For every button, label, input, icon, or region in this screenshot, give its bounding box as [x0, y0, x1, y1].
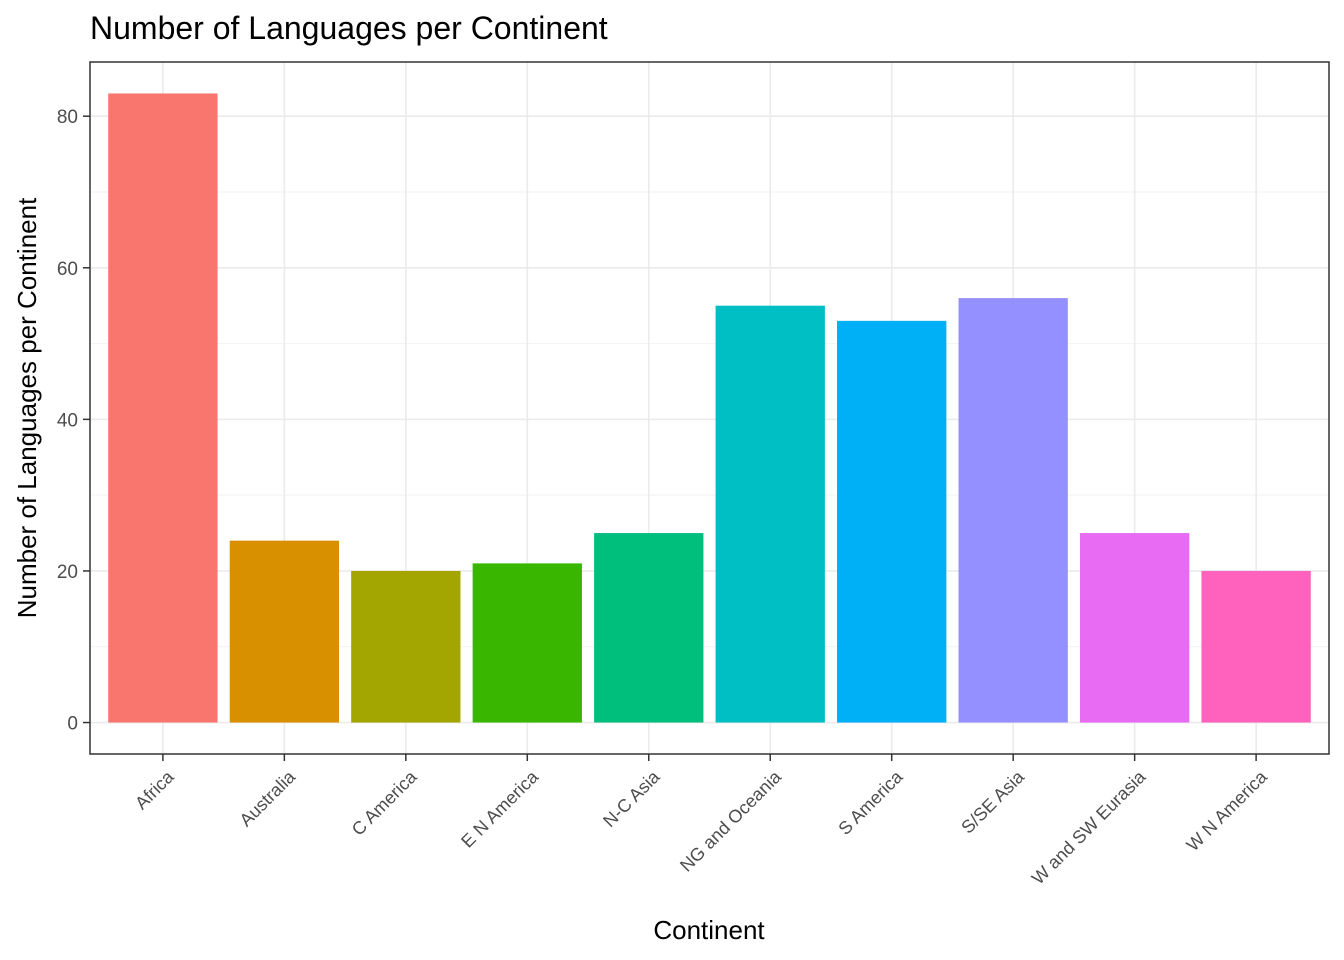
x-tick-label: Australia [236, 766, 300, 830]
x-tick-label: W N America [1183, 766, 1272, 855]
x-tick-label: Africa [131, 766, 178, 813]
bar [958, 298, 1068, 723]
y-tick-label: 20 [57, 562, 78, 583]
bar [837, 320, 947, 723]
bar [1201, 570, 1311, 723]
bar [472, 563, 582, 723]
x-tick-label: C America [348, 766, 422, 840]
chart-title: Number of Languages per Continent [90, 10, 608, 46]
bar [108, 93, 218, 723]
x-tick-label: W and SW Eurasia [1028, 766, 1150, 888]
bar [351, 570, 461, 723]
y-tick-label: 80 [57, 107, 78, 128]
x-tick-label: N-C Asia [599, 766, 664, 831]
bar [229, 540, 340, 723]
x-tick-label: S/SE Asia [957, 766, 1028, 837]
x-axis: Africa Australia C America E N America N-C A… [131, 754, 1272, 888]
x-axis-title: Continent [653, 915, 765, 945]
x-tick-label: NG and Oceania [676, 766, 786, 876]
y-tick-label: 0 [67, 714, 78, 735]
bars [108, 93, 1311, 723]
bar [715, 305, 825, 723]
x-tick-label: S America [834, 766, 907, 839]
x-tick-label: E N America [457, 766, 543, 852]
bar [594, 533, 704, 723]
y-axis: 0 20 40 60 80 [57, 107, 90, 735]
y-tick-label: 60 [57, 259, 78, 280]
y-tick-label: 40 [57, 410, 78, 431]
bar [1079, 533, 1190, 723]
plot-border [89, 61, 1330, 755]
y-axis-title: Number of Languages per Continent [12, 197, 42, 618]
